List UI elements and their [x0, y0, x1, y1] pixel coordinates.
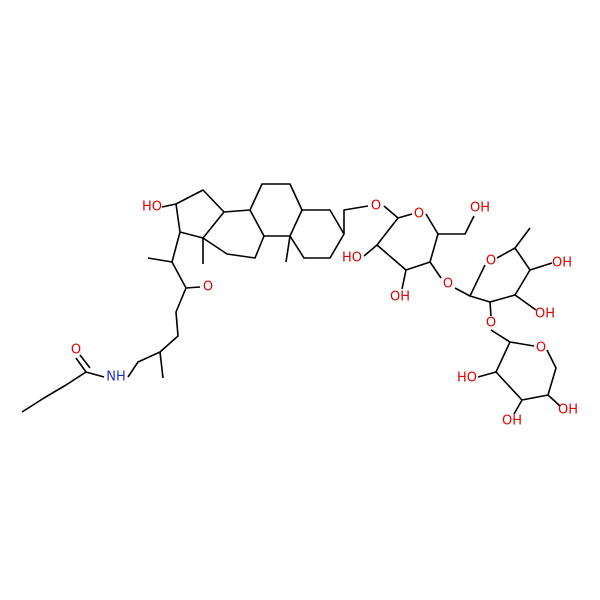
atom-label: O — [486, 254, 496, 269]
atom-labels: O NH O HO O O OH HO OH O O OH OH O O HO … — [71, 199, 578, 429]
atom-label: HO — [142, 200, 162, 215]
atom-label: HO — [342, 251, 362, 266]
atom-label: OH — [558, 403, 578, 418]
atom-label: OH — [390, 290, 410, 305]
atom-label: OH — [552, 256, 572, 271]
atom-label: O — [71, 343, 81, 358]
atom-label: NH — [106, 370, 126, 385]
bonds — [21, 183, 561, 415]
atom-label: O — [414, 207, 424, 222]
atom-label: O — [486, 316, 496, 331]
atom-label: O — [536, 341, 546, 356]
atom-label: OH — [470, 201, 490, 216]
atom-label: OH — [535, 307, 555, 322]
atom-label: O — [443, 277, 453, 292]
atom-label: O — [203, 280, 213, 295]
atom-label: O — [371, 199, 381, 214]
atom-label: HO — [457, 371, 477, 386]
atom-label: OH — [502, 414, 522, 429]
